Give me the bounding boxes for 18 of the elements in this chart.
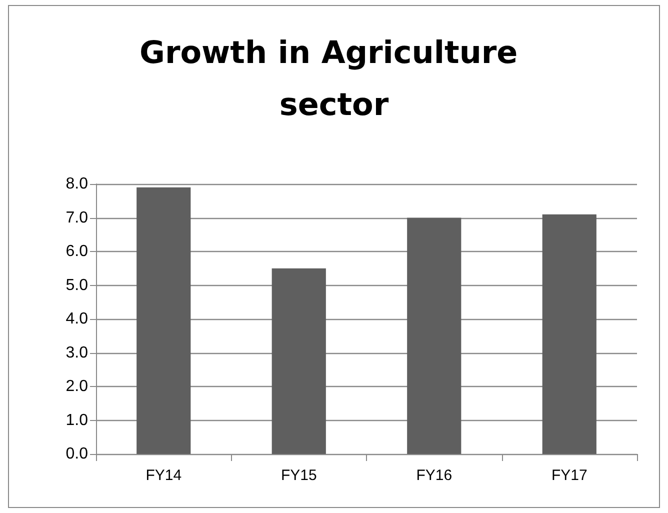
bar bbox=[272, 268, 326, 454]
bar bbox=[136, 187, 191, 454]
y-tick-label: 4.0 bbox=[66, 310, 88, 328]
y-tick-label: 7.0 bbox=[66, 209, 88, 226]
y-tick-label: 6.0 bbox=[66, 243, 88, 260]
y-tick-label: 0.0 bbox=[66, 446, 88, 462]
x-tick-label: FY16 bbox=[416, 467, 452, 484]
bar bbox=[407, 218, 462, 454]
y-tick-label: 8.0 bbox=[66, 176, 88, 192]
y-tick-label: 3.0 bbox=[66, 344, 88, 362]
x-tick-label: FY14 bbox=[146, 467, 182, 484]
chart-title: Growth in Agriculture sector bbox=[140, 35, 528, 123]
x-tick-label: FY15 bbox=[280, 467, 317, 484]
y-tick-label: 5.0 bbox=[66, 276, 88, 294]
y-tick-label: 2.0 bbox=[66, 378, 88, 395]
x-tick-label: FY17 bbox=[551, 467, 588, 484]
bar bbox=[542, 214, 596, 454]
y-tick-label: 1.0 bbox=[66, 412, 88, 429]
